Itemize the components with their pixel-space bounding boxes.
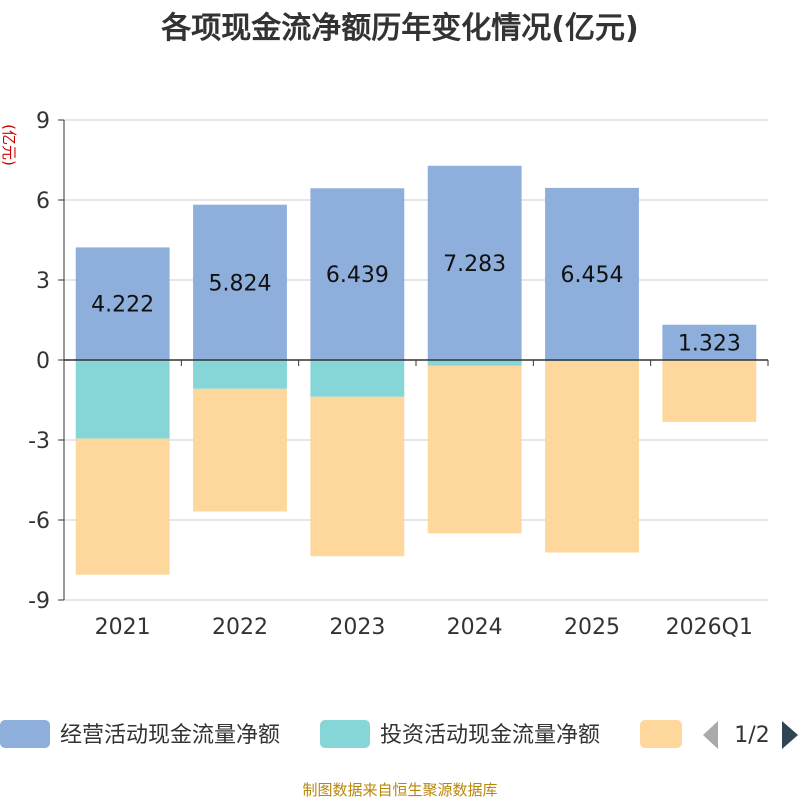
bar-series0-2022[interactable] [193, 204, 287, 360]
legend-prev-page-icon[interactable] [703, 721, 718, 749]
grid-lines [64, 119, 768, 601]
legend: 经营活动现金流量净额 投资活动现金流量净额 1/2 [0, 720, 798, 749]
bar-series0-2026Q1[interactable] [662, 324, 757, 360]
bar-series2-2026Q1[interactable] [662, 360, 757, 422]
legend-label-operating[interactable]: 经营活动现金流量净额 [60, 723, 280, 748]
bar-series2-2023[interactable] [310, 396, 405, 557]
chart-title: 各项现金流净额历年变化情况(亿元) [160, 11, 638, 46]
bar-series1-2024[interactable] [427, 360, 522, 366]
legend-swatch-investing[interactable] [320, 720, 370, 748]
legend-page-indicator: 1/2 [734, 723, 769, 748]
bar-series2-2024[interactable] [427, 365, 522, 534]
y-tick-label: -6 [28, 509, 50, 534]
bar-series2-2022[interactable] [193, 388, 287, 512]
bar-series2-2025[interactable] [545, 361, 639, 553]
x-tick-label: 2021 [95, 615, 151, 640]
data-labels: 4.222 5.824 6.439 7.283 6.454 1.323 [91, 252, 741, 356]
data-label-2021: 4.222 [91, 293, 154, 318]
bar-series0-2023[interactable] [310, 188, 405, 360]
y-tick-label: 9 [36, 109, 50, 134]
legend-label-investing[interactable]: 投资活动现金流量净额 [380, 723, 600, 748]
bar-series [75, 165, 757, 575]
data-label-2022: 5.824 [209, 271, 272, 296]
x-tick-label: 2026Q1 [666, 615, 753, 640]
axes: 9 6 3 0 -3 -6 -9 2021 2022 2023 2024 2025 2026Q1 [28, 109, 769, 640]
y-axis-unit: (亿元) [0, 124, 18, 166]
bar-series1-2022[interactable] [193, 360, 287, 389]
bar-series0-2025[interactable] [545, 187, 639, 360]
bar-series1-2021[interactable] [75, 360, 170, 439]
data-label-2024: 7.283 [443, 252, 506, 277]
y-tick-label: 6 [36, 189, 50, 214]
x-tick-label: 2023 [329, 615, 385, 640]
bar-series2-2021[interactable] [75, 438, 170, 575]
bar-series0-2024[interactable] [427, 165, 522, 360]
data-label-2025: 6.454 [561, 263, 624, 288]
data-source-note: 制图数据来自恒生聚源数据库 [302, 781, 497, 799]
bar-series0-2021[interactable] [75, 247, 170, 360]
y-tick-label: -3 [28, 429, 50, 454]
data-label-2023: 6.439 [326, 263, 389, 288]
legend-swatch-operating[interactable] [0, 720, 50, 748]
x-tick-label: 2024 [447, 615, 503, 640]
legend-swatch-financing[interactable] [640, 720, 682, 748]
data-label-2026Q1: 1.323 [678, 331, 741, 356]
legend-next-page-icon[interactable] [782, 721, 798, 749]
y-tick-label: 0 [36, 349, 50, 374]
bar-series1-2023[interactable] [310, 360, 405, 397]
x-tick-label: 2025 [564, 615, 620, 640]
y-tick-label: -9 [28, 589, 50, 614]
y-tick-label: 3 [36, 269, 50, 294]
x-tick-label: 2022 [212, 615, 268, 640]
